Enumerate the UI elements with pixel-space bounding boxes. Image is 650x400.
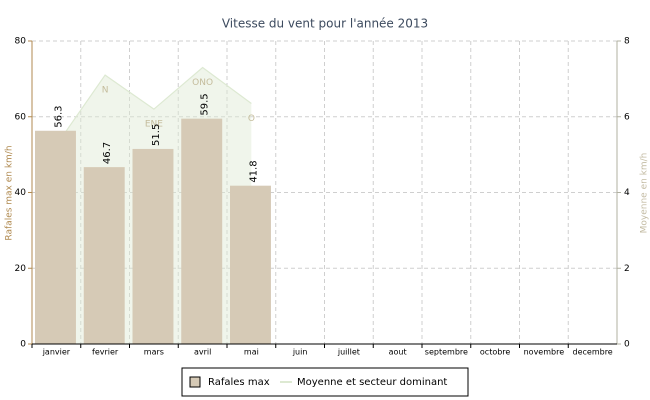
x-tick-label: juin bbox=[292, 348, 308, 357]
x-tick-label: octobre bbox=[480, 348, 511, 357]
x-tick-label: juillet bbox=[337, 348, 360, 357]
x-tick-label: mars bbox=[144, 348, 164, 357]
y-tick-label: 80 bbox=[15, 37, 27, 47]
value-label: 59.5 bbox=[200, 93, 211, 115]
sector-label: O bbox=[248, 114, 255, 124]
value-label: 46.7 bbox=[102, 142, 113, 164]
x-tick-label: novembre bbox=[524, 348, 565, 357]
y2-tick-label: 2 bbox=[624, 264, 630, 274]
x-tick-label: janvier bbox=[42, 348, 71, 357]
y-tick-label: 40 bbox=[15, 188, 27, 198]
sector-label: N bbox=[102, 86, 109, 96]
x-tick-label: septembre bbox=[425, 348, 468, 357]
value-label: 41.8 bbox=[248, 160, 259, 182]
y2-tick-label: 4 bbox=[624, 188, 630, 198]
y-tick-label: 20 bbox=[15, 264, 27, 274]
bar bbox=[35, 130, 76, 344]
x-tick-label: avril bbox=[194, 348, 211, 357]
legend-label: Rafales max bbox=[208, 377, 270, 388]
y-tick-label: 60 bbox=[15, 112, 27, 122]
sector-label: ONO bbox=[192, 78, 213, 88]
sector-label: ENE bbox=[145, 120, 163, 130]
legend-swatch bbox=[189, 376, 201, 388]
x-tick-label: mai bbox=[244, 348, 259, 357]
bar bbox=[83, 167, 125, 344]
y2-axis-label: Moyenne en km/h bbox=[640, 153, 650, 234]
legend-label: Moyenne et secteur dominant bbox=[297, 377, 447, 388]
value-label: 51.5 bbox=[151, 124, 162, 146]
bar bbox=[230, 185, 271, 344]
y-tick-label: 0 bbox=[20, 340, 26, 350]
legend-box bbox=[181, 367, 469, 397]
y2-tick-label: 0 bbox=[624, 340, 630, 350]
x-tick-label: fevrier bbox=[92, 348, 119, 357]
y2-tick-label: 6 bbox=[624, 112, 630, 122]
value-label: 56.3 bbox=[53, 105, 64, 127]
x-tick-label: aout bbox=[389, 348, 407, 357]
bar bbox=[181, 118, 223, 344]
bar bbox=[132, 148, 174, 344]
y2-tick-label: 8 bbox=[624, 37, 630, 47]
chart-title: Vitesse du vent pour l'année 2013 bbox=[222, 17, 428, 31]
area-line bbox=[55, 66, 252, 146]
x-tick-label: decembre bbox=[573, 348, 613, 357]
y-axis-label: Rafales max en km/h bbox=[5, 145, 15, 240]
